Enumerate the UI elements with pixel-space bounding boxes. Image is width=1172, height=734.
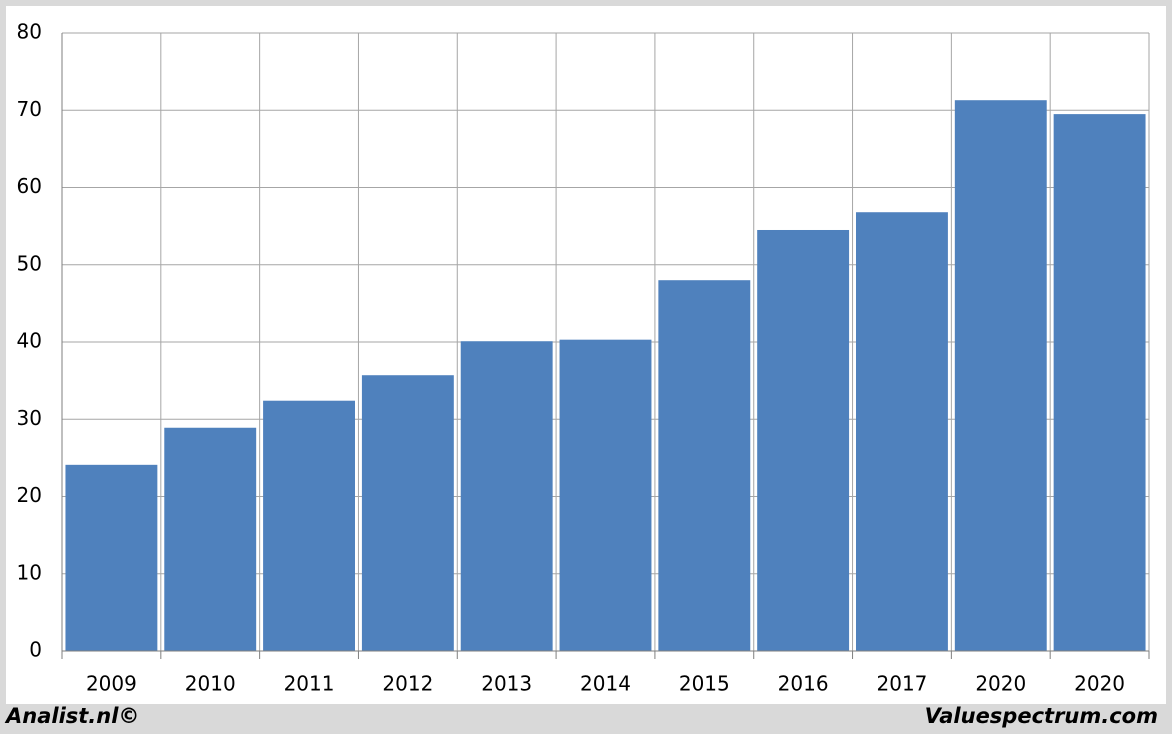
x-tick-label: 2020 — [1074, 672, 1125, 696]
bar — [559, 339, 652, 651]
footer-left: Analist.nl© — [4, 704, 139, 728]
y-tick-label: 20 — [17, 483, 42, 507]
x-tick-label: 2015 — [679, 672, 730, 696]
bar — [757, 229, 850, 652]
x-tick-label: 2010 — [185, 672, 236, 696]
y-tick-label: 30 — [17, 406, 42, 430]
bar — [263, 400, 355, 651]
bar — [954, 100, 1047, 651]
bar — [361, 375, 454, 651]
y-tick-label: 70 — [17, 97, 42, 121]
y-tick-label: 60 — [17, 174, 42, 198]
bar — [460, 341, 553, 651]
bar — [164, 427, 257, 651]
x-tick-label: 2014 — [580, 672, 631, 696]
x-tick-label: 2020 — [975, 672, 1026, 696]
y-tick-label: 10 — [17, 560, 42, 584]
bar — [1053, 114, 1146, 652]
y-tick-label: 0 — [29, 638, 42, 662]
bar — [658, 280, 751, 651]
x-tick-label: 2016 — [778, 672, 829, 696]
y-tick-label: 80 — [17, 20, 42, 44]
footer-right: Valuespectrum.com — [925, 704, 1158, 728]
x-tick-label: 2013 — [481, 672, 532, 696]
y-tick-label: 50 — [17, 251, 42, 275]
x-tick-label: 2011 — [284, 672, 335, 696]
x-tick-label: 2009 — [86, 672, 137, 696]
bar — [856, 212, 948, 651]
y-tick-label: 40 — [17, 329, 42, 353]
bar — [65, 464, 158, 651]
x-tick-label: 2017 — [877, 672, 928, 696]
x-tick-label: 2012 — [382, 672, 433, 696]
